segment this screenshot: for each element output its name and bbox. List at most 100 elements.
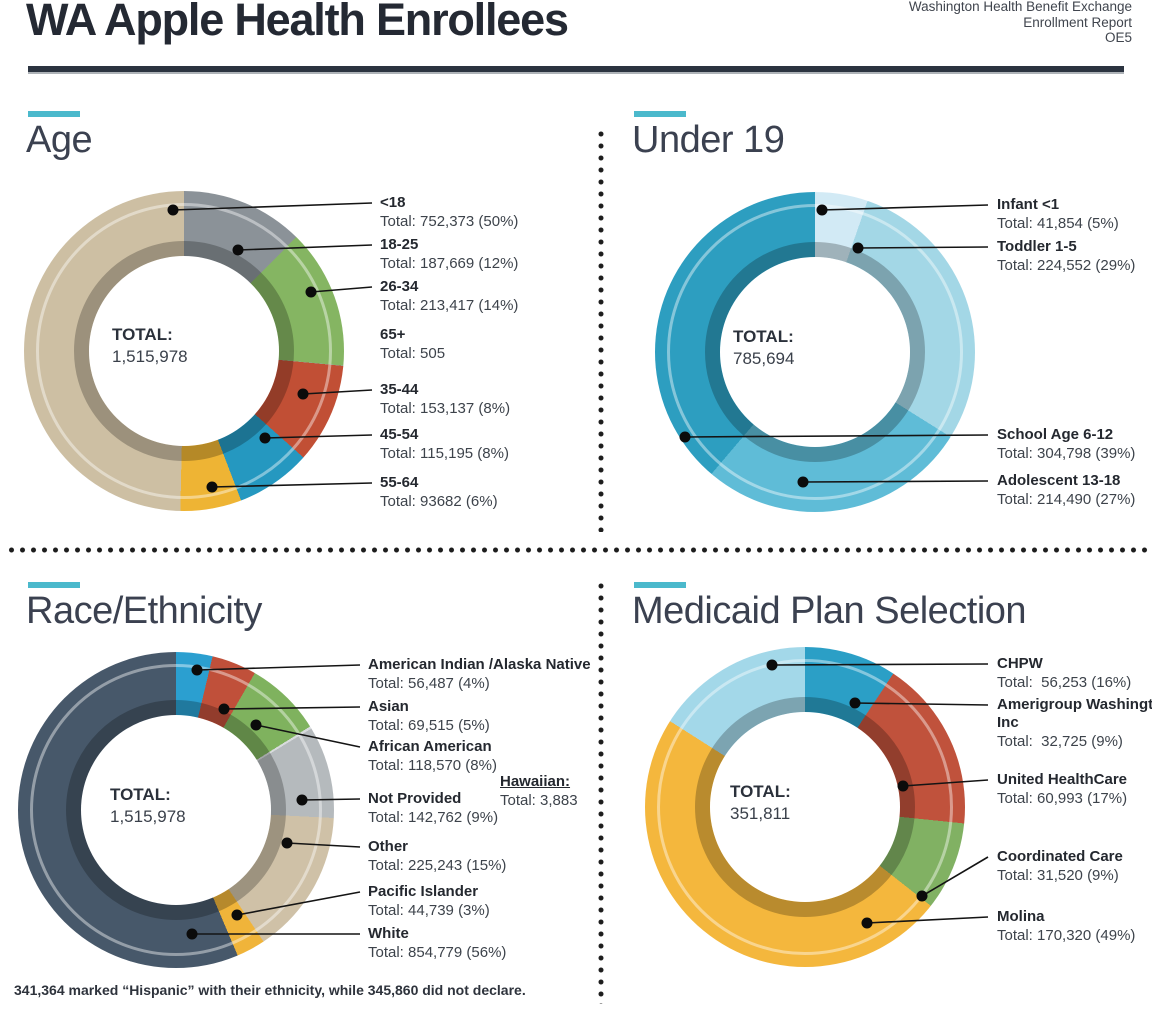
legend-label: White (368, 925, 409, 942)
legend-item-race: Pacific Islander Total: 44,739 (3%) (368, 883, 618, 920)
legend-total: Total: 304,798 (39%) (997, 445, 1136, 462)
legend-total: Total: 225,243 (15%) (368, 857, 507, 874)
donut-highlight-arc-medicaid (657, 659, 953, 955)
hawaiian-total: Total: 3,883 (500, 792, 578, 809)
legend-label: United HealthCare (997, 771, 1128, 788)
legend-total: Total: 214,490 (27%) (997, 491, 1136, 508)
report-subtitle: Washington Health Benefit Exchange Enrol… (909, 0, 1132, 46)
legend-item-medicaid: United HealthCare Total: 60,993 (17%) (997, 771, 1152, 808)
donut-highlight-arc-under19 (667, 204, 963, 500)
total-value: 351,811 (730, 804, 791, 823)
legend-label: 35-44 (380, 381, 419, 398)
legend-item-race: Asian Total: 69,515 (5%) (368, 698, 618, 735)
legend-label: Adolescent 13-18 (997, 472, 1121, 489)
legend-total: Total: 32,725 (9%) (997, 733, 1123, 750)
legend-label: Infant <1 (997, 196, 1060, 213)
legend-total: Total: 56,487 (4%) (368, 675, 490, 692)
section-title-race: Race/Ethnicity (26, 590, 262, 632)
legend-label: 65+ (380, 326, 406, 343)
header-rule (28, 66, 1124, 74)
accent-bar-under19 (634, 111, 686, 117)
vertical-dotted-divider-top (597, 128, 605, 532)
vertical-dotted-divider-bottom (597, 580, 605, 1004)
legend-label: American Indian /Alaska Native (368, 656, 591, 673)
legend-item-age: 26-34 Total: 213,417 (14%) (380, 278, 570, 315)
donut-hole-age (89, 256, 279, 446)
legend-total: Total: 153,137 (8%) (380, 400, 511, 417)
donut-center-total-under19: TOTAL: 785,694 (733, 326, 863, 370)
legend-item-race: African American Total: 118,570 (8%) (368, 738, 618, 775)
legend-item-under19: Toddler 1-5 Total: 224,552 (29%) (997, 238, 1152, 275)
legend-label: School Age 6-12 (997, 426, 1114, 443)
legend-total: Total: 56,253 (16%) (997, 674, 1132, 691)
legend-label: Asian (368, 698, 409, 715)
legend-item-race: Other Total: 225,243 (15%) (368, 838, 618, 875)
subtitle-line-3: OE5 (1104, 30, 1132, 45)
legend-item-medicaid: Amerigroup Washington Inc Total: 32,725 (… (997, 696, 1152, 751)
donut-hole-medicaid (710, 712, 900, 902)
donut-hole-race (81, 715, 271, 905)
legend-total: Total: 41,854 (5%) (997, 215, 1119, 232)
legend-item-age: 65+ Total: 505 (380, 326, 570, 363)
hispanic-footnote: 341,364 marked “Hispanic” with their eth… (14, 982, 526, 998)
legend-item-age: 35-44 Total: 153,137 (8%) (380, 381, 570, 418)
legend-label: 18-25 (380, 236, 419, 253)
legend-item-medicaid: CHPW Total: 56,253 (16%) (997, 655, 1152, 692)
section-title-medicaid: Medicaid Plan Selection (632, 590, 1027, 632)
subtitle-line-1: Washington Health Benefit Exchange (908, 0, 1132, 14)
donut-center-total-medicaid: TOTAL: 351,811 (730, 781, 860, 825)
legend-label: Toddler 1-5 (997, 238, 1077, 255)
legend-label: Molina (997, 908, 1045, 925)
legend-label: <18 (380, 194, 406, 211)
legend-total: Total: 93682 (6%) (380, 493, 498, 510)
total-label: TOTAL: (733, 327, 794, 346)
legend-label: Coordinated Care (997, 848, 1123, 865)
legend-label: African American (368, 738, 492, 755)
legend-label: Amerigroup Washington Inc (997, 696, 1152, 731)
total-value: 1,515,978 (110, 807, 186, 826)
legend-total: Total: 187,669 (12%) (380, 255, 519, 272)
legend-total: Total: 44,739 (3%) (368, 902, 490, 919)
donut-hole-under19 (720, 257, 910, 447)
legend-total: Total: 142,762 (9%) (368, 809, 499, 826)
legend-total: Total: 505 (380, 345, 446, 362)
legend-label: Not Provided (368, 790, 462, 807)
legend-label: CHPW (997, 655, 1043, 672)
hawaiian-side-note: Hawaiian: Total: 3,883 (500, 773, 620, 810)
subtitle-line-2: Enrollment Report (1023, 14, 1132, 30)
legend-item-race: White Total: 854,779 (56%) (368, 925, 618, 962)
legend-item-under19: School Age 6-12 Total: 304,798 (39%) (997, 426, 1152, 463)
legend-item-age: 55-64 Total: 93682 (6%) (380, 474, 570, 511)
legend-item-medicaid: Coordinated Care Total: 31,520 (9%) (997, 848, 1152, 885)
legend-label: 45-54 (380, 426, 419, 443)
legend-item-age: 18-25 Total: 187,669 (12%) (380, 236, 570, 273)
legend-total: Total: 31,520 (9%) (997, 867, 1119, 884)
legend-total: Total: 854,779 (56%) (368, 944, 507, 961)
legend-total: Total: 115,195 (8%) (380, 445, 509, 462)
legend-item-under19: Adolescent 13-18 Total: 214,490 (27%) (997, 472, 1152, 509)
legend-total: Total: 118,570 (8%) (368, 757, 497, 774)
legend-item-age: <18 Total: 752,373 (50%) (380, 194, 570, 231)
legend-total: Total: 60,993 (17%) (997, 790, 1128, 807)
legend-total: Total: 224,552 (29%) (997, 257, 1136, 274)
legend-total: Total: 69,515 (5%) (368, 717, 490, 734)
legend-item-race: Not Provided Total: 142,762 (9%) (368, 790, 618, 827)
total-label: TOTAL: (110, 785, 171, 804)
accent-bar-age (28, 111, 80, 117)
total-label: TOTAL: (730, 782, 791, 801)
legend-total: Total: 213,417 (14%) (380, 297, 519, 314)
legend-item-medicaid: Molina Total: 170,320 (49%) (997, 908, 1152, 945)
page-title: WA Apple Health Enrollees (26, 0, 569, 45)
donut-center-total-age: TOTAL: 1,515,978 (112, 324, 242, 368)
legend-item-under19: Infant <1 Total: 41,854 (5%) (997, 196, 1152, 233)
legend-label: Pacific Islander (368, 883, 479, 900)
total-value: 785,694 (733, 349, 795, 368)
legend-label: 55-64 (380, 474, 419, 491)
accent-bar-medicaid (634, 582, 686, 588)
legend-total: Total: 170,320 (49%) (997, 927, 1136, 944)
total-label: TOTAL: (112, 325, 173, 344)
accent-bar-race (28, 582, 80, 588)
section-title-under19: Under 19 (632, 119, 785, 161)
legend-item-age: 45-54 Total: 115,195 (8%) (380, 426, 570, 463)
